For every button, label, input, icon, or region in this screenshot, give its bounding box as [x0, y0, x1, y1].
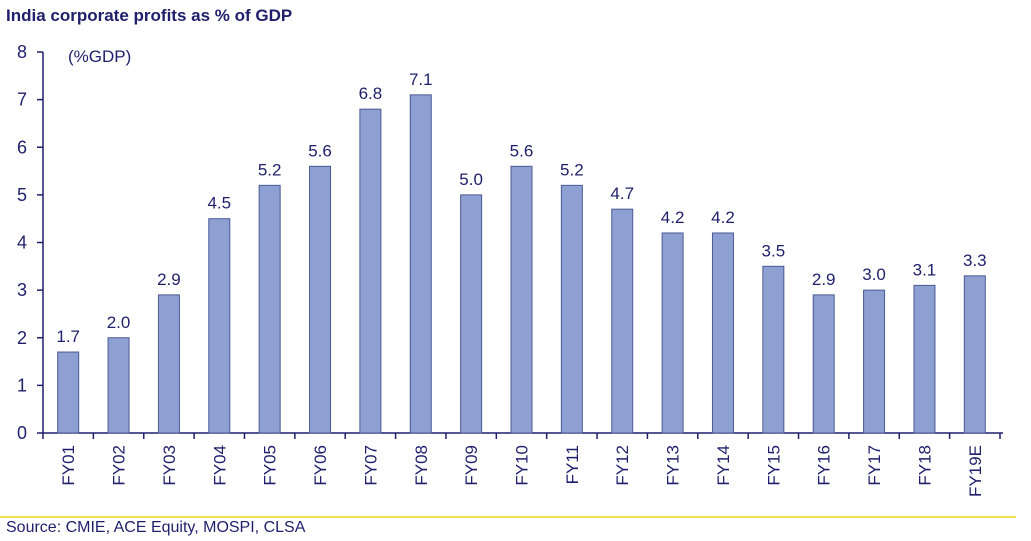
data-label: 3.1 — [913, 260, 937, 279]
data-label: 5.6 — [308, 141, 332, 160]
x-tick-label: FY17 — [865, 445, 884, 486]
bar — [560, 184, 583, 434]
bar — [107, 337, 130, 434]
footer-rule — [0, 516, 1016, 518]
x-tick-label: FY10 — [513, 445, 532, 486]
x-tick-label: FY18 — [915, 445, 934, 486]
x-tick-label: FY12 — [613, 445, 632, 486]
data-label: 4.2 — [661, 208, 685, 227]
y-tick-label: 5 — [17, 185, 27, 205]
bar — [359, 108, 382, 434]
bar-series — [57, 94, 986, 434]
data-label: 2.9 — [812, 270, 836, 289]
x-tick-label: FY13 — [664, 445, 683, 486]
y-tick-label: 2 — [17, 328, 27, 348]
data-label: 3.3 — [963, 251, 987, 270]
data-label: 2.9 — [157, 270, 181, 289]
bar — [711, 232, 734, 434]
x-tick-label: FY08 — [412, 445, 431, 486]
data-label: 5.2 — [560, 160, 584, 179]
y-tick-label: 1 — [17, 375, 27, 395]
bar — [208, 218, 231, 434]
chart-title: India corporate profits as % of GDP — [6, 6, 293, 25]
bar — [611, 208, 634, 434]
x-tick-label: FY01 — [59, 445, 78, 486]
x-tick-label: FY11 — [563, 445, 582, 484]
bar — [57, 351, 80, 434]
data-label: 4.5 — [207, 194, 231, 213]
bar — [863, 289, 886, 434]
bar — [762, 265, 785, 434]
x-tick-label: FY05 — [261, 445, 280, 486]
data-label: 3.5 — [762, 241, 786, 260]
y-tick-label: 6 — [17, 137, 27, 157]
x-tick-label: FY06 — [311, 445, 330, 486]
unit-label: (%GDP) — [68, 47, 131, 66]
data-label: 4.7 — [610, 184, 634, 203]
x-tick-label: FY03 — [160, 445, 179, 486]
bar — [963, 275, 986, 434]
bar — [460, 194, 483, 434]
x-tick-label: FY04 — [210, 445, 229, 486]
bar — [409, 94, 432, 434]
bar — [913, 284, 936, 434]
y-tick-label: 0 — [17, 423, 27, 443]
bar — [661, 232, 684, 434]
data-label: 5.2 — [258, 160, 282, 179]
x-tick-label: FY19E — [966, 445, 985, 497]
data-label: 3.0 — [862, 265, 886, 284]
data-label: 1.7 — [56, 327, 80, 346]
data-label: 5.6 — [510, 141, 534, 160]
y-tick-label: 7 — [17, 90, 27, 110]
x-tick-label: FY16 — [815, 445, 834, 486]
y-tick-label: 4 — [17, 233, 27, 253]
x-tick-label: FY09 — [462, 445, 481, 486]
source-note: Source: CMIE, ACE Equity, MOSPI, CLSA — [6, 519, 306, 536]
data-label: 4.2 — [711, 208, 735, 227]
x-tick-label: FY15 — [764, 445, 783, 486]
x-axis: FY01 FY02 FY03 FY04 FY05 FY06 FY07 FY08 FY09 FY10… — [42, 432, 1003, 497]
y-axis: 0 1 2 3 4 5 6 7 8 — [17, 42, 44, 443]
bar — [157, 294, 180, 434]
x-tick-label: FY14 — [714, 445, 733, 486]
y-tick-label: 3 — [17, 280, 27, 300]
x-tick-label: FY07 — [361, 445, 380, 486]
data-label: 6.8 — [359, 84, 383, 103]
data-label: 5.0 — [459, 170, 483, 189]
data-labels: 1.7 2.0 2.9 4.5 5.2 5.6 6.8 7.1 5.0 5.6 5.2 4.7 4.2 4… — [56, 70, 986, 346]
bar — [258, 184, 281, 434]
x-tick-label: FY02 — [110, 445, 129, 486]
bar — [309, 165, 332, 434]
y-tick-label: 8 — [17, 42, 27, 62]
bar — [812, 294, 835, 434]
data-label: 7.1 — [409, 70, 433, 89]
data-label: 2.0 — [107, 313, 131, 332]
bar — [510, 165, 533, 434]
